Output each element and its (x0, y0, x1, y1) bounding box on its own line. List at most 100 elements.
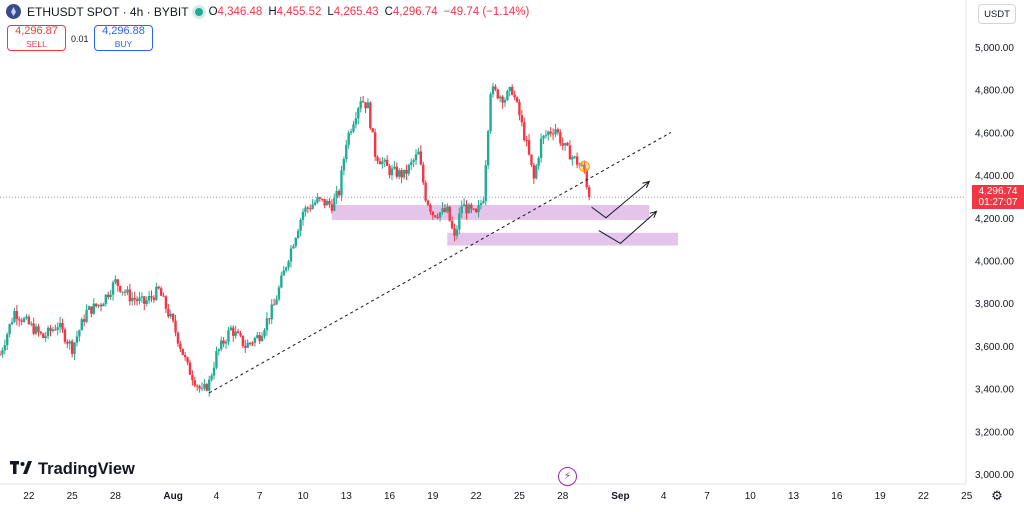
candle-body (491, 86, 495, 95)
candle-body (301, 211, 305, 220)
candle-body (472, 208, 475, 210)
trendline[interactable] (208, 131, 672, 394)
candle-body (30, 323, 33, 325)
alert-marker[interactable] (578, 161, 590, 173)
time-tick-label: 7 (704, 491, 710, 502)
time-tick-label: 4 (661, 491, 667, 502)
candle-body (241, 335, 245, 347)
low-label: L (327, 5, 334, 18)
candle-body (506, 91, 509, 100)
candle-body (296, 230, 300, 238)
price-tick-label: 4,400.00 (975, 171, 1014, 182)
candle-body (20, 320, 23, 322)
lightning-icon[interactable]: ⚡ (558, 467, 577, 486)
candle-body (3, 345, 7, 351)
candle-body (364, 102, 367, 109)
candle-body (232, 327, 235, 336)
candle-body (147, 295, 151, 301)
candle-body (556, 129, 560, 133)
candle-body (313, 202, 317, 205)
candle-body (494, 86, 497, 90)
time-axis[interactable]: 22 25 28 Aug 4 7 10 13 16 19 22 25 28 Sep 4 7 10 13 16 19 22… (23, 491, 972, 502)
candle-body (289, 248, 293, 262)
candle-body (25, 316, 28, 319)
candle-body (135, 299, 139, 301)
projection-arrowhead (649, 210, 658, 219)
candle-body (426, 200, 430, 206)
time-tick-label: 16 (831, 491, 843, 502)
candle-body (357, 108, 360, 119)
candle-body (111, 282, 115, 295)
ethereum-icon (6, 4, 21, 19)
support-zone[interactable] (331, 204, 650, 220)
candle-body (340, 170, 343, 196)
candle-body (234, 331, 237, 336)
open-label: O (208, 5, 218, 18)
change-value: −49.74 (−1.14%) (443, 5, 530, 18)
candle-body (450, 220, 454, 229)
candle-body (8, 324, 11, 335)
projection-path[interactable] (591, 181, 650, 219)
price-tick-label: 3,600.00 (975, 342, 1014, 353)
candle-body (224, 341, 228, 344)
candle-body (116, 279, 120, 286)
candle-body (515, 97, 519, 102)
candle-body (417, 151, 420, 155)
time-tick-label: 10 (745, 491, 757, 502)
time-tick-label: 25 (961, 491, 973, 502)
candle-body (539, 138, 543, 158)
candle-body (268, 318, 271, 320)
candle-body (58, 322, 62, 328)
candle-body (484, 165, 487, 202)
candle-body (575, 156, 579, 165)
price-tick-label: 4,000.00 (975, 257, 1014, 268)
projection-path[interactable] (598, 211, 657, 245)
candle-body (482, 201, 485, 204)
candle-body (455, 229, 459, 236)
candle-body (422, 164, 425, 183)
candle-body (109, 294, 112, 298)
candle-body (381, 161, 384, 165)
candle-body (520, 115, 524, 123)
candle-body (152, 297, 156, 300)
candle-body (85, 309, 88, 322)
time-tick-label: 28 (110, 491, 122, 502)
candle-body (318, 197, 322, 199)
currency-selector[interactable]: USDT (978, 4, 1016, 24)
candle-body (559, 132, 562, 144)
candle-body (181, 348, 184, 356)
candle-body (458, 213, 461, 230)
candle-body (236, 331, 240, 334)
candle-body (66, 341, 69, 344)
price-tick-label: 5,000.00 (975, 43, 1014, 54)
candle-body (203, 384, 206, 389)
candle-body (176, 332, 180, 344)
time-tick-label: 25 (514, 491, 526, 502)
price-axis[interactable]: 3,000.00 3,200.00 3,400.00 3,600.00 3,800.00… (975, 43, 1014, 481)
candle-body (345, 144, 348, 160)
price-tick-label: 4,600.00 (975, 128, 1014, 139)
candle-body (383, 159, 386, 162)
gear-icon[interactable]: ⚙ (991, 488, 1003, 503)
tradingview-logo[interactable]: TradingView (10, 460, 135, 479)
candle-body (46, 327, 50, 337)
sell-button[interactable]: 4,296.87 SELL (7, 25, 66, 51)
candle-body (489, 94, 492, 132)
candle-body (335, 190, 338, 199)
candle-body (222, 340, 225, 344)
candle-body (535, 165, 538, 179)
candle-body (547, 131, 550, 136)
candle-body (205, 384, 209, 391)
symbol-title[interactable]: ETHUSDT SPOT · 4h · BYBIT (27, 4, 189, 19)
candle-body (549, 131, 552, 134)
candle-body (378, 161, 382, 165)
candle-body (150, 295, 153, 298)
candle-body (467, 204, 471, 214)
support-zone[interactable] (447, 232, 679, 246)
buy-button[interactable]: 4,296.88 BUY (94, 25, 153, 51)
candle-body (352, 124, 355, 132)
time-tick-label: 16 (384, 491, 396, 502)
open-value: 4,346.48 (217, 5, 263, 18)
